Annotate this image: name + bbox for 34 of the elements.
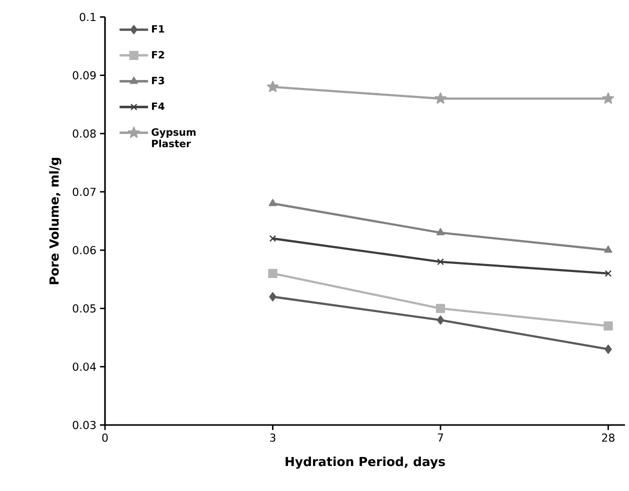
point xyxy=(437,258,444,266)
y-tick-label: 0.06 xyxy=(72,246,96,254)
point xyxy=(604,246,612,253)
point xyxy=(604,344,612,354)
y-tick-label: 0.04 xyxy=(72,362,96,371)
point xyxy=(436,304,446,314)
y-tick-label: 0.03 xyxy=(72,420,96,430)
x-tick-label: 3 xyxy=(270,434,276,442)
point xyxy=(269,292,276,302)
point xyxy=(266,80,279,92)
y-axis-title: Pore Volume, ml/g xyxy=(49,158,62,284)
point xyxy=(268,198,277,206)
legend-label: F4 xyxy=(152,102,164,110)
point xyxy=(269,235,276,242)
x-tick-label: 28 xyxy=(602,434,614,442)
legend-label: F1 xyxy=(152,25,164,33)
point xyxy=(434,92,446,104)
point xyxy=(604,321,613,330)
y-tick-label: 0.08 xyxy=(72,129,96,138)
point xyxy=(268,268,278,278)
x-axis-title: Hydration Period, days xyxy=(286,456,445,469)
legend-label: Gypsum Plaster xyxy=(152,128,196,148)
x-tick-label: 0 xyxy=(102,434,108,442)
y-tick-label: 0.07 xyxy=(72,188,96,196)
legend-label: F3 xyxy=(152,76,164,84)
y-tick-label: 0.05 xyxy=(72,304,96,313)
legend-label: F2 xyxy=(152,50,164,58)
point xyxy=(604,270,612,277)
y-tick-label: 0.09 xyxy=(72,71,96,80)
x-tick-label: 7 xyxy=(438,434,444,442)
point xyxy=(602,92,614,104)
y-tick-label: 0.1 xyxy=(80,12,96,22)
point xyxy=(436,316,444,325)
point xyxy=(436,228,445,236)
